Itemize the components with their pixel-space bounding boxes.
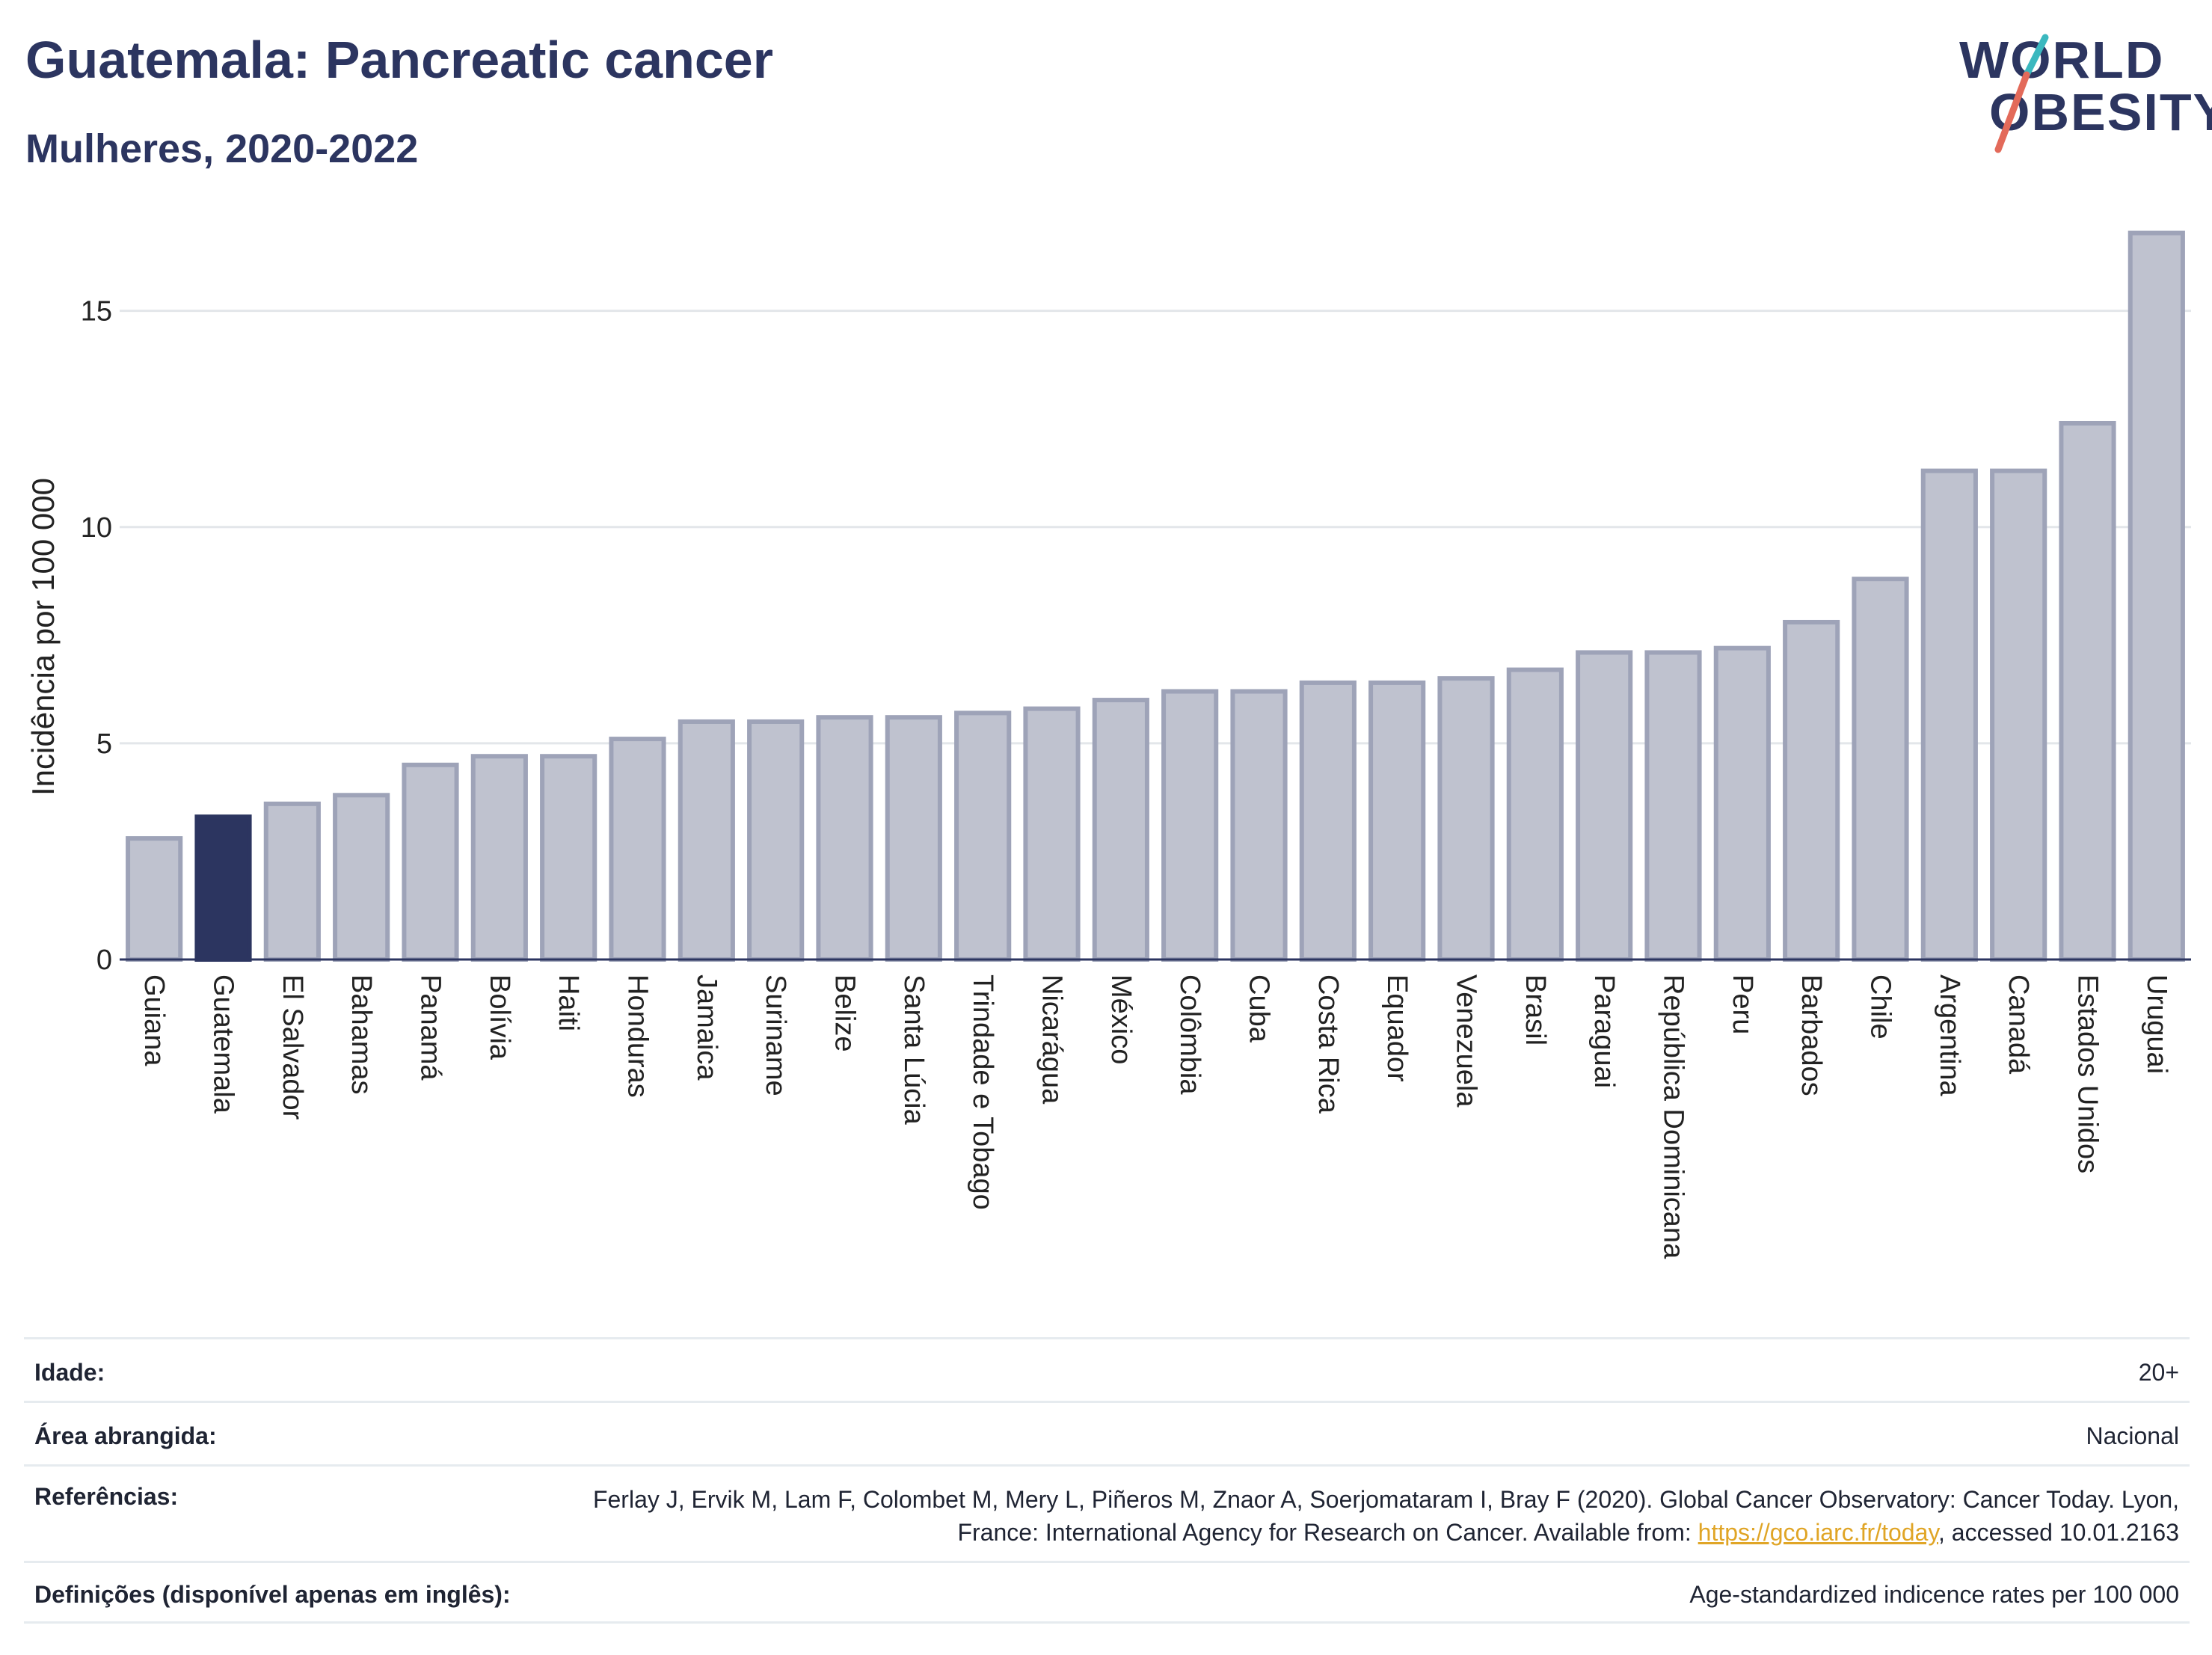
bar-cuba <box>1230 689 1288 962</box>
x-tick-label: Panamá <box>415 974 446 1081</box>
bars <box>126 230 2185 962</box>
x-tick-label: Bolívia <box>484 974 515 1060</box>
bar-costa-rica <box>1299 680 1357 962</box>
bar-panam- <box>402 762 459 962</box>
world-obesity-logo: WORLD OBESITY <box>1944 30 2212 157</box>
info-row-references: Referências: Ferlay J, Ervik M, Lam F, C… <box>24 1464 2190 1561</box>
info-row-age: Idade: 20+ <box>24 1337 2190 1401</box>
bar-m-xico <box>1092 698 1149 962</box>
x-tick-label: Santa Lúcia <box>898 974 930 1126</box>
bar-paraguai <box>1576 650 1633 962</box>
bar-rep-blica-dominicana <box>1644 650 1702 962</box>
bar-barbados <box>1783 619 1840 962</box>
area-label: Área abrangida: <box>34 1422 217 1449</box>
references-label: Referências: <box>34 1483 179 1510</box>
bar-guiana <box>126 836 183 962</box>
y-tick-label: 5 <box>96 728 112 760</box>
y-axis-ticks: 0 5 10 15 <box>81 296 112 976</box>
bar-guatemala <box>194 814 252 962</box>
references-text: Ferlay J, Ervik M, Lam F, Colombet M, Me… <box>592 1486 2179 1546</box>
bar-santa-l-cia <box>885 715 942 962</box>
page-subtitle: Mulheres, 2020-2022 <box>25 126 419 171</box>
definitions-label: Definições (disponível apenas em inglês)… <box>34 1581 511 1608</box>
x-tick-label: Peru <box>1727 974 1758 1034</box>
bar-haiti <box>540 754 597 962</box>
references-suffix: , accessed 10.01.2163 <box>1938 1519 2179 1546</box>
x-tick-label: Nicarágua <box>1036 974 1068 1105</box>
logo-slash-icon <box>1994 34 2049 153</box>
bar-col-mbia <box>1161 689 1219 962</box>
age-value: 20+ <box>2138 1359 2179 1386</box>
bar-suriname <box>747 719 805 962</box>
x-tick-label: Equador <box>1381 974 1413 1082</box>
x-tick-label: Argentina <box>1934 974 1965 1097</box>
x-tick-label: Suriname <box>760 974 791 1096</box>
x-tick-label: Barbados <box>1795 974 1827 1096</box>
bar-brasil <box>1506 667 1564 962</box>
x-tick-label: Honduras <box>622 974 654 1098</box>
x-tick-label: Estados Unidos <box>2072 974 2104 1173</box>
x-tick-label: República Dominicana <box>1658 974 1689 1259</box>
y-tick-label: 10 <box>81 512 112 544</box>
x-tick-label: Colômbia <box>1174 974 1205 1095</box>
bar-uruguai <box>2127 230 2185 962</box>
bar-argentina <box>1920 468 1978 962</box>
bar-bahamas <box>333 793 390 962</box>
x-tick-label: Costa Rica <box>1312 974 1344 1114</box>
bar-el-salvador <box>263 801 321 962</box>
info-row-definitions: Definições (disponível apenas em inglês)… <box>24 1561 2190 1624</box>
bar-canad- <box>1990 468 2047 962</box>
bar-peru <box>1713 645 1771 962</box>
x-tick-label: Paraguai <box>1588 974 1620 1088</box>
logo-line-1: WORLD <box>1959 31 2165 89</box>
definitions-value: Age-standardized indicence rates per 100… <box>1689 1581 2179 1608</box>
bar-venezuela <box>1437 676 1495 962</box>
references-value: Ferlay J, Ervik M, Lam F, Colombet M, Me… <box>534 1483 2179 1549</box>
page-title: Guatemala: Pancreatic cancer <box>25 31 773 89</box>
x-tick-label: México <box>1105 974 1137 1064</box>
bar-chile <box>1852 577 1909 962</box>
info-table: Idade: 20+ Área abrangida: Nacional Refe… <box>24 1337 2190 1624</box>
references-link[interactable]: https://gco.iarc.fr/today <box>1698 1519 1938 1546</box>
bar-belize <box>816 715 873 962</box>
bar-honduras <box>609 737 666 962</box>
age-label: Idade: <box>34 1359 105 1386</box>
x-tick-label: Venezuela <box>1451 974 1482 1108</box>
y-axis-title: Incidência por 100 000 <box>25 478 61 796</box>
x-tick-label: Trindade e Tobago <box>967 974 998 1210</box>
area-value: Nacional <box>2086 1422 2179 1449</box>
x-tick-label: Haiti <box>553 974 584 1031</box>
x-tick-label: Chile <box>1865 974 1896 1040</box>
bar-jamaica <box>678 719 735 962</box>
y-tick-label: 0 <box>96 945 112 976</box>
x-tick-label: Belize <box>829 974 861 1052</box>
info-row-area: Área abrangida: Nacional <box>24 1401 2190 1464</box>
grid-lines <box>120 310 2191 745</box>
x-tick-label: Brasil <box>1520 974 1551 1045</box>
x-axis-labels: Guiana Guatemala El Salvador Bahamas Panamá B… <box>138 974 2172 1259</box>
x-tick-label: Guiana <box>138 974 170 1066</box>
x-tick-label: Guatemala <box>208 974 239 1114</box>
bar-trindade-e-tobago <box>954 710 1012 962</box>
x-tick-label: Jamaica <box>691 974 722 1081</box>
y-tick-label: 15 <box>81 296 112 328</box>
x-tick-label: El Salvador <box>277 974 308 1120</box>
logo-line-2: OBESITY <box>1989 83 2212 141</box>
x-tick-label: Canadá <box>2003 974 2034 1075</box>
bar-chart: 0 5 10 15 Guiana Guatemala El Salvador Bahamas… <box>25 230 2191 1259</box>
x-tick-label: Cuba <box>1244 974 1275 1043</box>
bar-equador <box>1368 680 1426 962</box>
bar-nicar-gua <box>1023 706 1081 962</box>
x-tick-label: Uruguai <box>2141 974 2172 1074</box>
bar-bol-via <box>470 754 528 962</box>
bar-estados-unidos <box>2059 420 2116 962</box>
x-tick-label: Bahamas <box>345 974 377 1095</box>
